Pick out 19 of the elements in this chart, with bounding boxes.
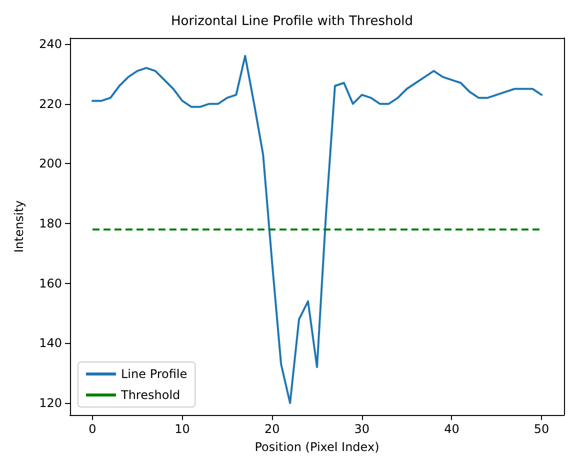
y-tick-label: 140 [39, 336, 62, 350]
line-series [91, 54, 543, 404]
x-axis-title: Position (Pixel Index) [254, 440, 380, 454]
legend-label: Threshold [120, 388, 180, 402]
x-tick-label: 10 [174, 422, 190, 436]
x-tick-label: 0 [88, 422, 96, 436]
x-tick-label: 20 [264, 422, 280, 436]
x-tick-label: 50 [534, 422, 550, 436]
y-tick-label: 200 [39, 156, 62, 171]
chart-title: Horizontal Line Profile with Threshold [170, 14, 414, 29]
y-tick-label: 160 [39, 276, 62, 290]
x-tick-label: 30 [354, 422, 370, 436]
y-tick-label: 240 [39, 36, 62, 51]
y-tick-label: 220 [39, 96, 62, 111]
y-tick-label: 180 [39, 216, 62, 231]
x-tick-label: 40 [444, 422, 460, 436]
legend-label: Line Profile [121, 367, 188, 381]
y-axis-title: Intensity [12, 200, 26, 253]
y-tick-label: 120 [39, 396, 62, 410]
